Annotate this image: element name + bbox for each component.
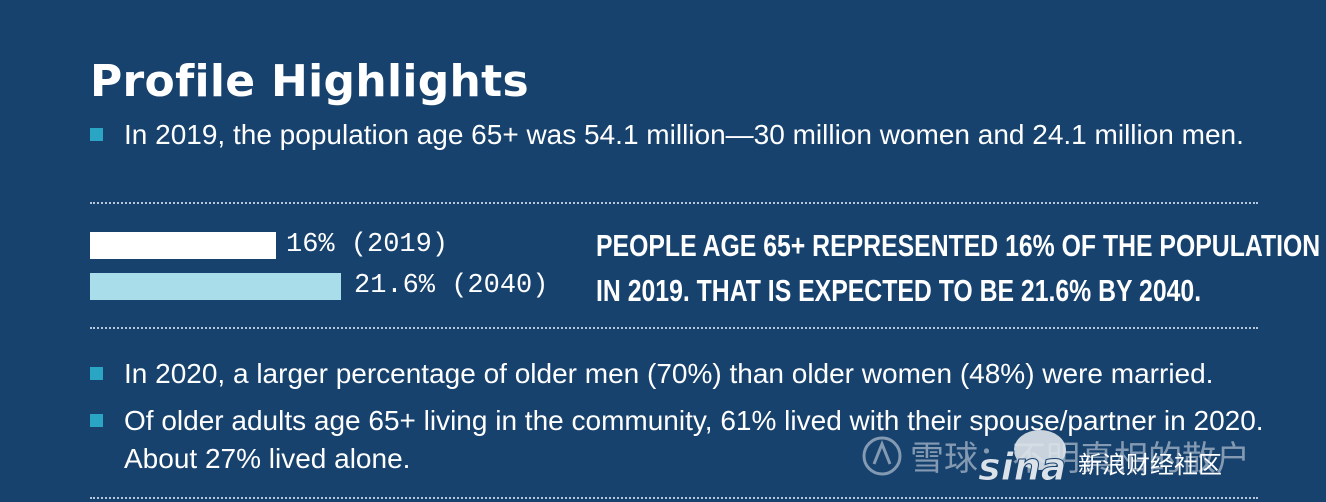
bullet-square-icon xyxy=(90,367,103,380)
watermark-logo: 雪球：不明真相的散户 sina xyxy=(862,430,1250,490)
dotted-divider xyxy=(90,327,1258,329)
bullet-square-icon xyxy=(90,128,103,141)
bar-label-2019: 16% (2019) xyxy=(286,230,449,260)
bar-label-2040: 21.6% (2040) xyxy=(354,271,549,301)
dotted-divider xyxy=(90,202,1258,204)
watermark-caption: 新浪财经社区 xyxy=(1078,451,1222,479)
bar-2019 xyxy=(90,232,276,259)
bullet-married-2020: In 2020, a larger percentage of older me… xyxy=(90,355,1274,393)
callout-line-2: IN 2019. THAT IS EXPECTED TO BE 21.6% BY… xyxy=(596,273,1202,308)
callout-line-1: PEOPLE AGE 65+ REPRESENTED 16% OF THE PO… xyxy=(596,228,1321,263)
svg-text:雪球：不明真相的散户: 雪球：不明真相的散户 xyxy=(910,439,1250,479)
bullet-square-icon xyxy=(90,414,103,427)
bullet-text: In 2020, a larger percentage of older me… xyxy=(124,358,1214,389)
page-title: Profile Highlights xyxy=(90,56,529,107)
bullet-text: Of older adults age 65+ living in the co… xyxy=(124,405,1264,474)
bar-2040 xyxy=(90,273,342,300)
callout-text: PEOPLE AGE 65+ REPRESENTED 16% OF THE PO… xyxy=(596,223,1321,313)
svg-text:sina: sina xyxy=(978,445,1066,489)
bullet-living-arrangements: Of older adults age 65+ living in the co… xyxy=(90,402,1274,478)
sina-logo-icon: sina xyxy=(978,430,1067,490)
bullet-text: In 2019, the population age 65+ was 54.1… xyxy=(124,119,1244,150)
bullet-population-2019: In 2019, the population age 65+ was 54.1… xyxy=(90,116,1274,154)
dotted-divider xyxy=(90,497,1258,499)
